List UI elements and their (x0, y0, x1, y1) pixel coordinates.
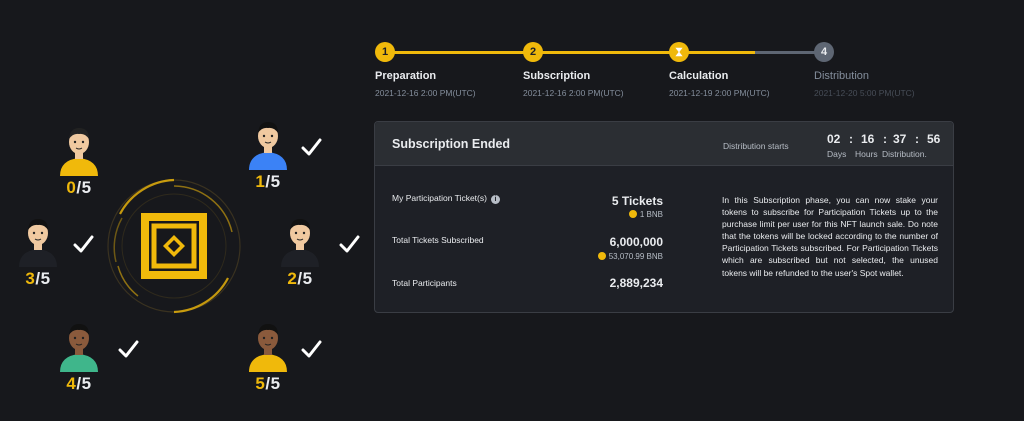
step-2-marker: 2 (523, 42, 543, 62)
checkmark-icon (72, 233, 94, 255)
ratio-separator: / (35, 269, 41, 288)
step-subscription: 2 Subscription 2021-12-16 2:00 PM(UTC) (523, 42, 624, 98)
bnb-coin-icon (597, 252, 606, 260)
winning-count: 1 (255, 172, 266, 191)
participant-p5: 4/5 (44, 318, 114, 394)
countdown-days-unit: Days (827, 149, 847, 159)
info-icon[interactable]: i (490, 195, 500, 204)
subscribed-bnb-row: 53,070.99 BNB (543, 252, 663, 261)
participants-value: 2,889,234 (609, 276, 663, 290)
countdown-seconds: 56 (927, 132, 941, 146)
distribution-starts-label: Distribution starts (723, 141, 789, 151)
stepper-line-pending (755, 51, 823, 54)
checkmark-icon (338, 233, 360, 255)
countdown-hours-unit: Hours (855, 149, 878, 159)
winning-count: 4 (66, 374, 77, 393)
step-calculation: Calculation 2021-12-19 2:00 PM(UTC) (669, 42, 770, 98)
countdown-distribution-unit: Distribution. (882, 149, 927, 159)
winning-count: 3 (25, 269, 36, 288)
winning-count: 2 (287, 269, 298, 288)
step-date: 2021-12-16 2:00 PM(UTC) (375, 88, 476, 98)
step-preparation: 1 Preparation 2021-12-16 2:00 PM(UTC) (375, 42, 476, 98)
ratio-separator: / (76, 374, 82, 393)
tickets-bnb: 1 BNB (639, 210, 663, 219)
ticket-ratio: 1/5 (233, 172, 303, 192)
ticket-total: 5 (81, 374, 92, 393)
countdown-colon: : (883, 132, 887, 146)
step-1-marker: 1 (375, 42, 395, 62)
participant-p1: 0/5 (44, 122, 114, 198)
ticket-total: 5 (270, 172, 281, 191)
avatar (245, 318, 291, 372)
ticket-total: 5 (40, 269, 51, 288)
participant-p4: 2/5 (265, 213, 335, 289)
avatar (56, 122, 102, 176)
ticket-ratio: 4/5 (44, 374, 114, 394)
subscribed-label: Total Tickets Subscribed (392, 235, 484, 245)
launch-progress-stepper: 1 Preparation 2021-12-16 2:00 PM(UTC) 2 … (375, 42, 955, 102)
checkmark-icon (300, 338, 322, 360)
avatar (56, 318, 102, 372)
ticket-total: 5 (270, 374, 281, 393)
step-title: Distribution (814, 70, 870, 82)
step-date: 2021-12-16 2:00 PM(UTC) (523, 88, 624, 98)
checkmark-icon (300, 136, 322, 158)
phase-description: In this Subscription phase, you can now … (722, 195, 938, 278)
step-date: 2021-12-19 2:00 PM(UTC) (669, 88, 770, 98)
avatar (277, 213, 323, 267)
tickets-label-row: My Participation Ticket(s) i (392, 193, 500, 204)
step-title: Calculation (669, 70, 729, 82)
countdown-days: 02 (827, 132, 841, 146)
step-title: Preparation (375, 70, 437, 82)
participant-p2: 1/5 (233, 116, 303, 192)
checkmark-icon (117, 338, 139, 360)
step-date: 2021-12-20 5:00 PM(UTC) (814, 88, 915, 98)
winning-count: 5 (255, 374, 266, 393)
hourglass-icon (669, 42, 689, 62)
participant-p6: 5/5 (233, 318, 303, 394)
bnb-coin-icon (628, 210, 637, 218)
subscribed-bnb: 53,070.99 BNB (608, 252, 663, 261)
panel-header: Subscription Ended Distribution starts 0… (375, 122, 953, 166)
subscription-panel: Subscription Ended Distribution starts 0… (374, 121, 954, 313)
step-title: Subscription (523, 70, 591, 82)
participants-label: Total Participants (392, 278, 457, 288)
participant-p3: 3/5 (3, 213, 73, 289)
ticket-ratio: 0/5 (44, 178, 114, 198)
ticket-ratio: 2/5 (265, 269, 335, 289)
ratio-separator: / (76, 178, 82, 197)
tickets-value: 5 Tickets (611, 194, 663, 208)
avatar (245, 116, 291, 170)
ticket-total: 5 (302, 269, 313, 288)
countdown-minutes: 37 (893, 132, 907, 146)
stepper-line-current (675, 51, 755, 54)
countdown-colon: : (915, 132, 919, 146)
countdown-hours: 16 (861, 132, 875, 146)
step-4-marker: 4 (814, 42, 834, 62)
bnb-logo-rings (104, 166, 244, 326)
tickets-label: My Participation Ticket(s) (392, 193, 487, 203)
step-distribution: 4 Distribution 2021-12-20 5:00 PM(UTC) (814, 42, 915, 98)
ratio-separator: / (265, 374, 271, 393)
ticket-ratio: 3/5 (3, 269, 73, 289)
tickets-bnb-row: 1 BNB (543, 210, 663, 219)
ticket-ratio: 5/5 (233, 374, 303, 394)
ratio-separator: / (297, 269, 303, 288)
winning-count: 0 (66, 178, 77, 197)
ratio-separator: / (265, 172, 271, 191)
avatar (15, 213, 61, 267)
countdown-colon: : (849, 132, 853, 146)
panel-title: Subscription Ended (392, 137, 511, 151)
ticket-total: 5 (81, 178, 92, 197)
subscribed-value: 6,000,000 (609, 235, 663, 249)
